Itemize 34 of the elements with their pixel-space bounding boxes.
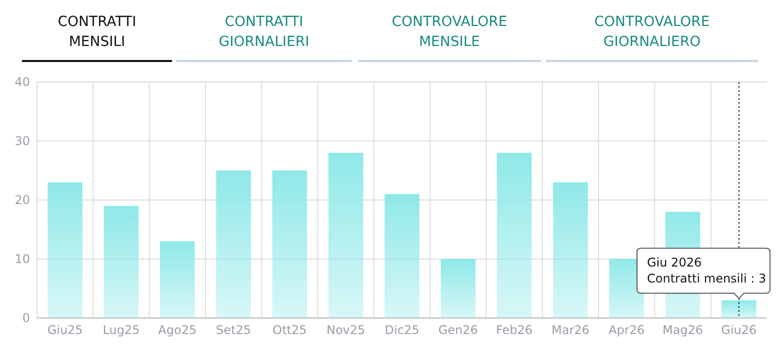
- bar: [496, 152, 532, 318]
- bar: [722, 300, 756, 318]
- y-tick-label: 40: [14, 75, 30, 90]
- annotation: Giu 2026 Contratti mensili : 3: [647, 255, 766, 286]
- x-tick-label: Mag26: [662, 323, 704, 337]
- text: CONTROVALORE MENSILE: [392, 14, 508, 50]
- text: CONTRATTI GIORNALIERI: [218, 14, 310, 50]
- text: CONTROVALORE GIORNALIERO: [594, 14, 710, 50]
- bar: [272, 170, 308, 318]
- x-tick-label: Feb26: [496, 323, 533, 337]
- bar: [216, 170, 251, 318]
- y-tick-label: 0: [22, 311, 30, 326]
- x-tick-label: Apr26: [608, 323, 645, 337]
- bar: [48, 182, 82, 318]
- x-tick-label: Giu25: [47, 323, 83, 337]
- x-tick-label: Nov25: [326, 323, 366, 337]
- x-tick-label: Mar26: [552, 323, 590, 337]
- bar: [328, 152, 364, 318]
- x-tick-label: Lug25: [102, 323, 140, 337]
- y-tick-label: 20: [14, 193, 30, 208]
- x-tick-label: Set25: [216, 323, 252, 337]
- bar: [160, 241, 195, 318]
- bar: [104, 206, 139, 318]
- x-tick-label: Ago25: [158, 323, 197, 337]
- y-tick-label: 10: [14, 252, 30, 266]
- x-tick-label: Ott25: [272, 323, 307, 337]
- x-tick-label: Giu26: [721, 323, 757, 337]
- x-tick-label: Dic25: [384, 323, 420, 337]
- text: CONTRATTI MENSILI: [58, 14, 136, 50]
- bar: [440, 259, 476, 318]
- x-tick-label: Gen26: [438, 323, 478, 337]
- bar: [384, 194, 420, 318]
- y-tick-label: 30: [14, 134, 30, 148]
- bar: [553, 182, 588, 318]
